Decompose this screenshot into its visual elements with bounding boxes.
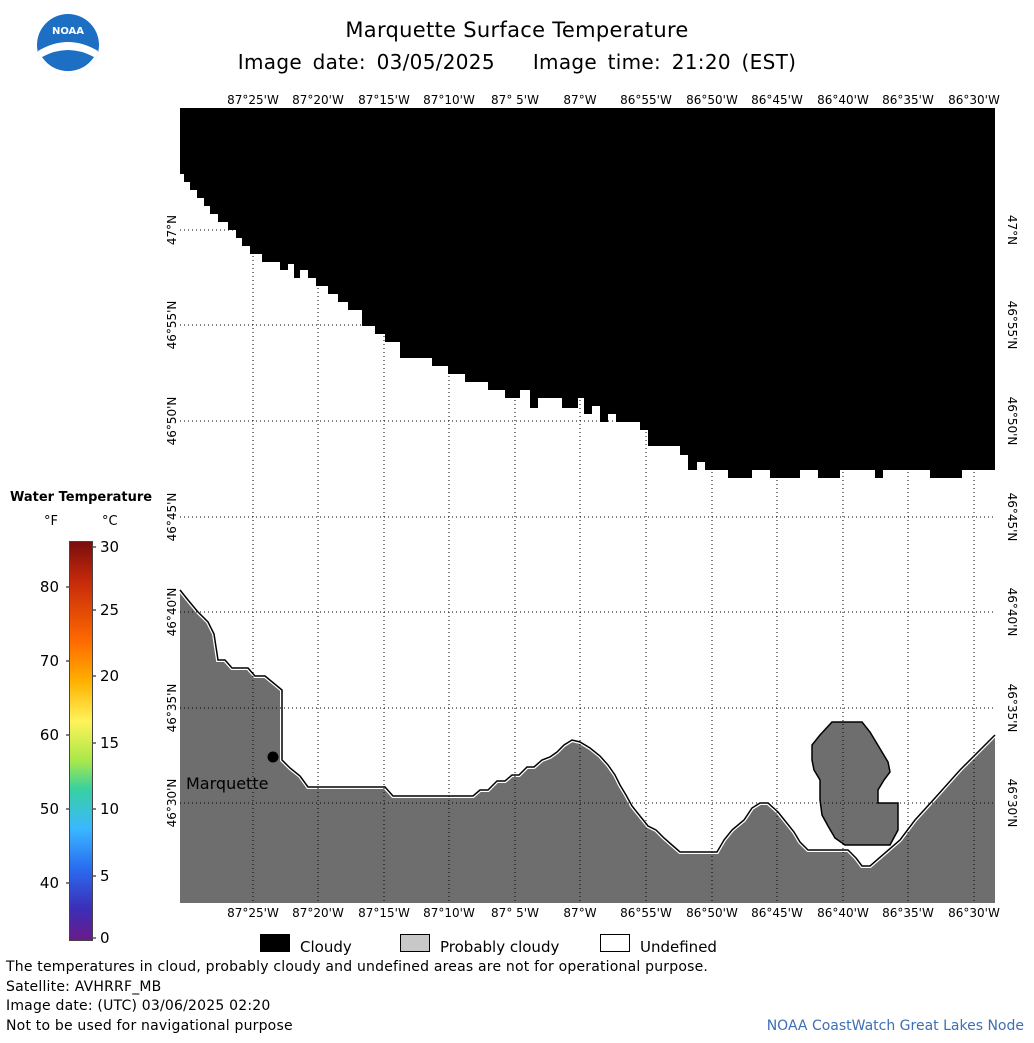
lat-label: 46°30'N	[1005, 779, 1019, 828]
utc-date-text: Image date: (UTC) 03/06/2025 02:20	[6, 998, 271, 1014]
lon-label: 87°20'W	[292, 93, 344, 107]
lon-label: 87°15'W	[358, 906, 410, 920]
longitude-labels-top: 87°25'W 87°20'W 87°15'W 87°10'W 87° 5'W …	[227, 93, 1000, 107]
legend-title: Water Temperature	[10, 490, 153, 505]
longitude-labels-bottom: 87°25'W 87°20'W 87°15'W 87°10'W 87° 5'W …	[227, 906, 1000, 920]
latitude-labels-left: 47°N 46°55'N 46°50'N 46°45'N 46°40'N 46°…	[165, 215, 179, 828]
lon-label: 87°15'W	[358, 93, 410, 107]
lon-label: 87°25'W	[227, 906, 279, 920]
latitude-labels-right: 47°N 46°55'N 46°50'N 46°45'N 46°40'N 46°…	[1005, 215, 1019, 828]
coastwatch-node-label: NOAA CoastWatch Great Lakes Node	[766, 1018, 1024, 1034]
lon-label: 86°55'W	[620, 93, 672, 107]
colorbar-ticks: 80 70 60 50 40 30 25 20 15 10 5 0	[40, 538, 119, 947]
lon-label: 87°10'W	[423, 906, 475, 920]
legend-c-tick: 10	[100, 800, 119, 818]
lon-label: 87°20'W	[292, 906, 344, 920]
probably-cloudy-key-swatch	[400, 934, 430, 952]
legend-f-tick: 80	[40, 578, 59, 596]
probably-cloudy-key-label: Probably cloudy	[440, 938, 560, 956]
noaa-logo-text: NOAA	[52, 26, 84, 37]
lat-label: 46°45'N	[1005, 493, 1019, 542]
island-area	[811, 721, 899, 846]
lat-lon-grid	[180, 108, 995, 903]
lon-label: 86°45'W	[751, 93, 803, 107]
lon-label: 86°45'W	[751, 906, 803, 920]
lon-label: 87° 5'W	[491, 93, 539, 107]
navigation-warning: Not to be used for navigational purpose	[6, 1018, 293, 1034]
lon-label: 86°50'W	[686, 906, 738, 920]
temperature-colorbar	[69, 541, 93, 941]
legend-unit-c: °C	[102, 514, 118, 529]
image-time: Image time: 21:20 (EST)	[532, 50, 797, 74]
page-title: Marquette Surface Temperature	[345, 18, 689, 42]
lon-label: 86°35'W	[882, 906, 934, 920]
lon-label: 86°50'W	[686, 93, 738, 107]
legend-c-tick: 20	[100, 667, 119, 685]
legend-c-tick: 25	[100, 601, 119, 619]
lat-label: 46°55'N	[1005, 301, 1019, 350]
lon-label: 87°W	[563, 93, 596, 107]
lat-label: 46°40'N	[165, 588, 179, 637]
lat-label: 46°50'N	[1005, 397, 1019, 446]
noaa-logo: NOAA	[37, 14, 99, 77]
lat-label: 47°N	[1005, 215, 1019, 245]
lat-label: 46°35'N	[165, 684, 179, 733]
lon-label: 86°40'W	[817, 93, 869, 107]
lat-label: 46°55'N	[165, 301, 179, 350]
lon-label: 86°30'W	[948, 93, 1000, 107]
lon-label: 86°30'W	[948, 906, 1000, 920]
legend-c-tick: 5	[100, 867, 110, 885]
undefined-key-label: Undefined	[640, 938, 717, 956]
legend-f-tick: 70	[40, 652, 59, 670]
city-label: Marquette	[186, 774, 268, 793]
lon-label: 87°25'W	[227, 93, 279, 107]
lon-label: 87° 5'W	[491, 906, 539, 920]
cloudy-key-label: Cloudy	[300, 938, 352, 956]
lat-label: 47°N	[165, 215, 179, 245]
lat-label: 46°30'N	[165, 779, 179, 828]
lon-label: 87°10'W	[423, 93, 475, 107]
cloudy-key-swatch	[260, 934, 290, 952]
lat-label: 46°35'N	[1005, 684, 1019, 733]
lon-label: 86°40'W	[817, 906, 869, 920]
legend-f-tick: 60	[40, 726, 59, 744]
city-marker	[267, 751, 279, 763]
lat-label: 46°40'N	[1005, 588, 1019, 637]
legend-c-tick: 0	[100, 929, 110, 947]
lon-label: 87°W	[563, 906, 596, 920]
image-datetime: Image date: 03/05/2025 Image time: 21:20 …	[0, 50, 1034, 74]
legend-c-tick: 15	[100, 734, 119, 752]
legend-f-tick: 40	[40, 874, 59, 892]
legend-c-tick: 30	[100, 538, 119, 556]
lon-label: 86°35'W	[882, 93, 934, 107]
disclaimer-text: The temperatures in cloud, probably clou…	[6, 959, 709, 975]
satellite-text: Satellite: AVHRRF_MB	[6, 979, 162, 995]
lat-label: 46°45'N	[165, 493, 179, 542]
lon-label: 86°55'W	[620, 906, 672, 920]
image-date: Image date: 03/05/2025	[237, 50, 495, 74]
lat-label: 46°50'N	[165, 397, 179, 446]
undefined-key-swatch	[600, 934, 630, 952]
legend-f-tick: 50	[40, 800, 59, 818]
legend-unit-f: °F	[44, 514, 58, 529]
